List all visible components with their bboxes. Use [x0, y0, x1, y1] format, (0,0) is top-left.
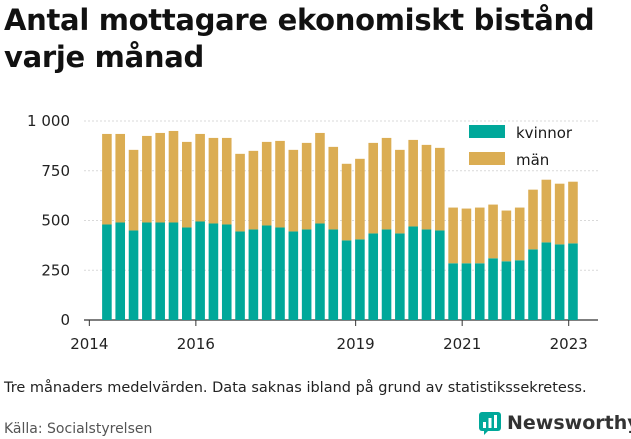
bar-kvinnor: [328, 229, 339, 320]
bar-man: [355, 158, 365, 240]
bar-kvinnor: [395, 233, 405, 320]
y-tick-label: 1 000: [27, 112, 70, 130]
bar-man: [315, 132, 325, 224]
bar-kvinnor: [435, 230, 445, 320]
bar-man: [408, 139, 418, 227]
bar-man: [128, 149, 139, 231]
x-tick-label: 2021: [443, 335, 481, 353]
bar-man: [275, 140, 285, 228]
bar-kvinnor: [448, 263, 458, 320]
bar-kvinnor: [168, 222, 179, 320]
bar-kvinnor: [208, 223, 219, 320]
bar-man: [195, 133, 205, 222]
bar-man: [301, 142, 312, 230]
bar-kvinnor: [261, 225, 272, 320]
bar-man: [514, 207, 525, 261]
bar-kvinnor: [355, 239, 365, 320]
bar-kvinnor: [541, 242, 552, 320]
bar-man: [155, 132, 165, 223]
bar-kvinnor: [102, 224, 112, 320]
bar-man: [435, 147, 445, 231]
bar-man: [102, 133, 112, 225]
y-axis-tick-labels: 0 250 500 750 1 000: [27, 112, 70, 329]
bar-kvinnor: [275, 227, 285, 320]
bar-kvinnor: [554, 244, 565, 320]
bar-man: [528, 189, 538, 250]
bar-man: [395, 149, 405, 234]
bar-kvinnor: [461, 263, 472, 320]
bar-man: [221, 137, 232, 225]
bar-kvinnor: [568, 243, 578, 320]
newsworthy-logo-icon: [479, 412, 501, 435]
bar-man: [381, 137, 392, 230]
bar-man: [488, 204, 498, 259]
bar-man: [115, 133, 126, 223]
legend-label-kvinnor: kvinnor: [516, 124, 573, 142]
bar-man: [142, 135, 152, 223]
bar-man: [461, 208, 472, 264]
brand-name: Newsworthy: [507, 412, 631, 434]
bar-kvinnor: [235, 231, 245, 320]
bar-kvinnor: [128, 230, 139, 320]
x-tick-label: 2016: [177, 335, 215, 353]
bar-man: [341, 163, 352, 241]
legend: kvinnor män: [469, 124, 573, 169]
bar-kvinnor: [528, 249, 538, 320]
chart: 0 250 500 750 1 000 2014 2016 2019 2021 2023 kvi…: [27, 112, 598, 353]
bar-kvinnor: [221, 224, 232, 320]
legend-swatch-man: [469, 152, 505, 165]
chart-title: Antal mottagare ekonomiskt bistånd varje…: [4, 3, 595, 74]
y-tick-label: 0: [60, 311, 70, 329]
bar-kvinnor: [408, 226, 418, 320]
bar-kvinnor: [301, 229, 312, 320]
x-tick-label: 2019: [337, 335, 375, 353]
bar-man: [554, 183, 565, 245]
bar-man: [261, 141, 272, 226]
bar-man: [421, 144, 432, 230]
bar-kvinnor: [421, 229, 432, 320]
legend-label-man: män: [516, 151, 549, 169]
bar-kvinnor: [488, 258, 498, 320]
y-tick-label: 500: [41, 212, 70, 230]
bar-man: [208, 137, 219, 224]
bar-kvinnor: [474, 263, 485, 320]
x-tick-label: 2023: [550, 335, 588, 353]
bar-kvinnor: [182, 227, 192, 320]
bar-man: [182, 141, 192, 228]
legend-swatch-kvinnor: [469, 125, 505, 138]
bar-kvinnor: [115, 222, 126, 320]
bar-man: [501, 210, 512, 262]
bar-kvinnor: [514, 260, 525, 320]
x-tick-label: 2014: [70, 335, 108, 353]
source-text: Källa: Socialstyrelsen: [4, 421, 153, 437]
x-axis: 2014 2016 2019 2021 2023: [70, 320, 588, 353]
bar-man: [368, 142, 379, 234]
bar-kvinnor: [501, 261, 512, 320]
bar-man: [168, 130, 179, 223]
bar-kvinnor: [381, 229, 392, 320]
bar-kvinnor: [248, 229, 259, 320]
y-tick-label: 250: [41, 261, 70, 279]
bar-kvinnor: [368, 233, 379, 320]
newsworthy-logo[interactable]: Newsworthy: [478, 410, 631, 436]
bar-kvinnor: [315, 223, 325, 320]
bar-kvinnor: [195, 221, 205, 320]
bar-man: [288, 149, 299, 232]
bars: [102, 130, 578, 320]
chart-note: Tre månaders medelvärden. Data saknas ib…: [4, 380, 587, 396]
bar-man: [235, 153, 245, 232]
bar-kvinnor: [155, 222, 165, 320]
bar-kvinnor: [341, 240, 352, 320]
bar-man: [328, 146, 339, 230]
bar-man: [474, 207, 485, 264]
bar-kvinnor: [142, 222, 152, 320]
bar-kvinnor: [288, 231, 299, 320]
bar-man: [248, 150, 259, 230]
y-tick-label: 750: [41, 162, 70, 180]
bar-man: [568, 181, 578, 244]
bar-man: [448, 207, 458, 264]
bar-man: [541, 179, 552, 243]
